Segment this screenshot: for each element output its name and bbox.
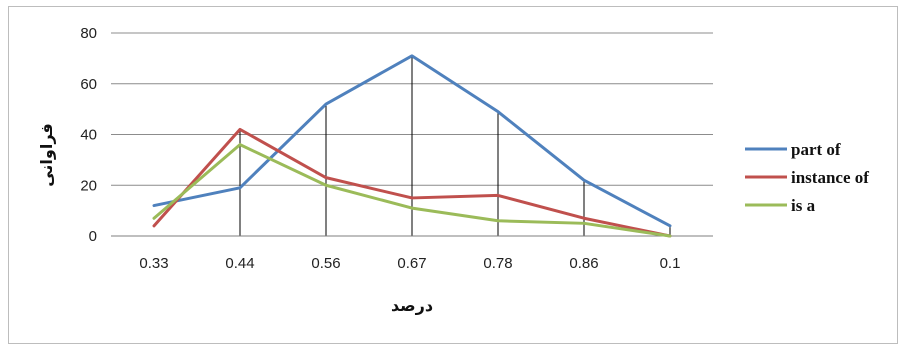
x-axis-ticks: 0.33 0.44 0.56 0.67 0.78 0.86 0.1 bbox=[139, 255, 680, 272]
x-tick-label: 0.86 bbox=[569, 255, 598, 272]
x-tick-label: 0.33 bbox=[139, 255, 168, 272]
y-axis-title: فراوانی bbox=[37, 123, 56, 187]
y-axis-ticks: 0 20 40 60 80 bbox=[80, 25, 97, 245]
legend-label: instance of bbox=[791, 168, 869, 187]
y-tick-label: 20 bbox=[80, 177, 97, 194]
y-tick-label: 80 bbox=[80, 25, 97, 42]
legend-label: part of bbox=[791, 140, 841, 159]
x-tick-label: 0.44 bbox=[225, 255, 254, 272]
y-tick-label: 0 bbox=[89, 228, 97, 245]
y-tick-label: 40 bbox=[80, 127, 97, 144]
x-tick-label: 0.67 bbox=[397, 255, 426, 272]
x-tick-label: 0.56 bbox=[311, 255, 340, 272]
y-tick-label: 60 bbox=[80, 76, 97, 93]
series-line bbox=[152, 127, 672, 238]
legend-label: is a bbox=[791, 196, 816, 215]
x-tick-label: 0.78 bbox=[483, 255, 512, 272]
drop-lines bbox=[239, 55, 671, 236]
legend: part of instance of is a bbox=[745, 140, 869, 215]
x-axis-title: درصد bbox=[391, 296, 433, 315]
series-line bbox=[152, 143, 672, 238]
x-tick-label: 0.1 bbox=[660, 255, 681, 272]
chart-frame bbox=[8, 6, 898, 344]
series-lines bbox=[152, 54, 672, 238]
series-line bbox=[152, 54, 672, 228]
